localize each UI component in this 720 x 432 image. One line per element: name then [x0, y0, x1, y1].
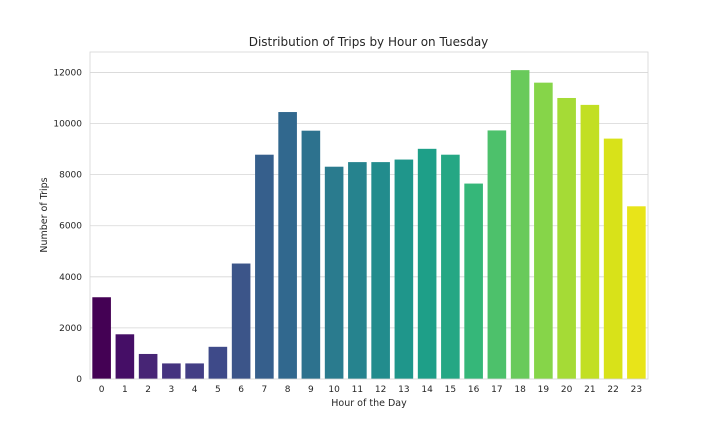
bar-hour-13 — [394, 159, 414, 379]
bar-hour-7 — [255, 154, 274, 379]
y-axis-label: Number of Trips — [39, 177, 50, 252]
x-tick-label: 5 — [215, 385, 221, 395]
plot-frame — [89, 51, 649, 380]
x-tick-label: 13 — [398, 385, 409, 395]
bar-hour-15 — [441, 154, 460, 379]
bar-hour-6 — [231, 263, 251, 379]
x-tick-label: 21 — [584, 385, 595, 395]
x-tick-label: 15 — [445, 385, 456, 395]
bar-hour-21 — [580, 104, 600, 380]
x-tick-label: 19 — [538, 385, 550, 395]
bar-hour-8 — [278, 112, 297, 379]
y-axis-ticks: 0 2000 4000 6000 8000 10000 12000 — [53, 68, 82, 385]
x-tick-label: 17 — [491, 385, 502, 395]
bar-hour-14 — [417, 148, 437, 379]
bar-hour-1 — [115, 334, 135, 379]
y-tick-label: 12000 — [53, 68, 82, 78]
chart-title: Distribution of Trips by Hour on Tuesday — [249, 35, 489, 49]
bars — [92, 70, 646, 380]
x-tick-label: 11 — [352, 385, 363, 395]
bar-hour-11 — [348, 162, 367, 379]
y-tick-label: 2000 — [59, 324, 82, 334]
x-tick-label: 18 — [514, 385, 526, 395]
bar-hour-16 — [464, 183, 483, 379]
bar-hour-23 — [627, 206, 646, 379]
bar-hour-17 — [487, 130, 507, 379]
x-tick-label: 3 — [169, 385, 175, 395]
x-tick-label: 20 — [561, 385, 573, 395]
y-tick-label: 0 — [76, 375, 82, 385]
bar-hour-4 — [185, 363, 204, 379]
bar-hour-5 — [208, 346, 228, 379]
x-tick-label: 0 — [99, 385, 105, 395]
y-tick-label: 6000 — [59, 222, 82, 232]
x-tick-label: 7 — [262, 385, 268, 395]
bar-hour-22 — [603, 138, 623, 379]
x-tick-label: 16 — [468, 385, 480, 395]
x-tick-label: 4 — [192, 385, 198, 395]
bar-hour-12 — [371, 162, 390, 379]
bar-hour-0 — [92, 297, 111, 379]
x-tick-label: 14 — [421, 385, 433, 395]
bar-hour-2 — [138, 353, 158, 379]
bar-hour-3 — [162, 363, 181, 379]
bar-hour-20 — [557, 97, 576, 379]
x-axis-label: Hour of the Day — [331, 398, 407, 409]
bar-hour-10 — [324, 166, 344, 379]
x-tick-label: 22 — [607, 385, 618, 395]
y-tick-label: 8000 — [59, 171, 82, 181]
y-tick-label: 4000 — [59, 273, 82, 283]
x-tick-label: 1 — [122, 385, 128, 395]
y-tick-label: 10000 — [53, 120, 82, 130]
x-tick-label: 23 — [631, 385, 642, 395]
x-tick-label: 10 — [328, 385, 340, 395]
x-tick-label: 8 — [285, 385, 291, 395]
x-tick-label: 12 — [375, 385, 386, 395]
x-axis-ticks: 0 1 2 3 4 5 6 7 8 9 10 11 12 13 14 15 16 17 18 19 20 21 22 23 — [99, 385, 642, 395]
bar-hour-18 — [510, 70, 530, 380]
bar-hour-19 — [534, 82, 553, 379]
x-tick-label: 2 — [145, 385, 151, 395]
gridlines — [90, 72, 648, 329]
x-tick-label: 6 — [238, 385, 244, 395]
x-tick-label: 9 — [308, 385, 314, 395]
bar-hour-9 — [301, 130, 321, 379]
